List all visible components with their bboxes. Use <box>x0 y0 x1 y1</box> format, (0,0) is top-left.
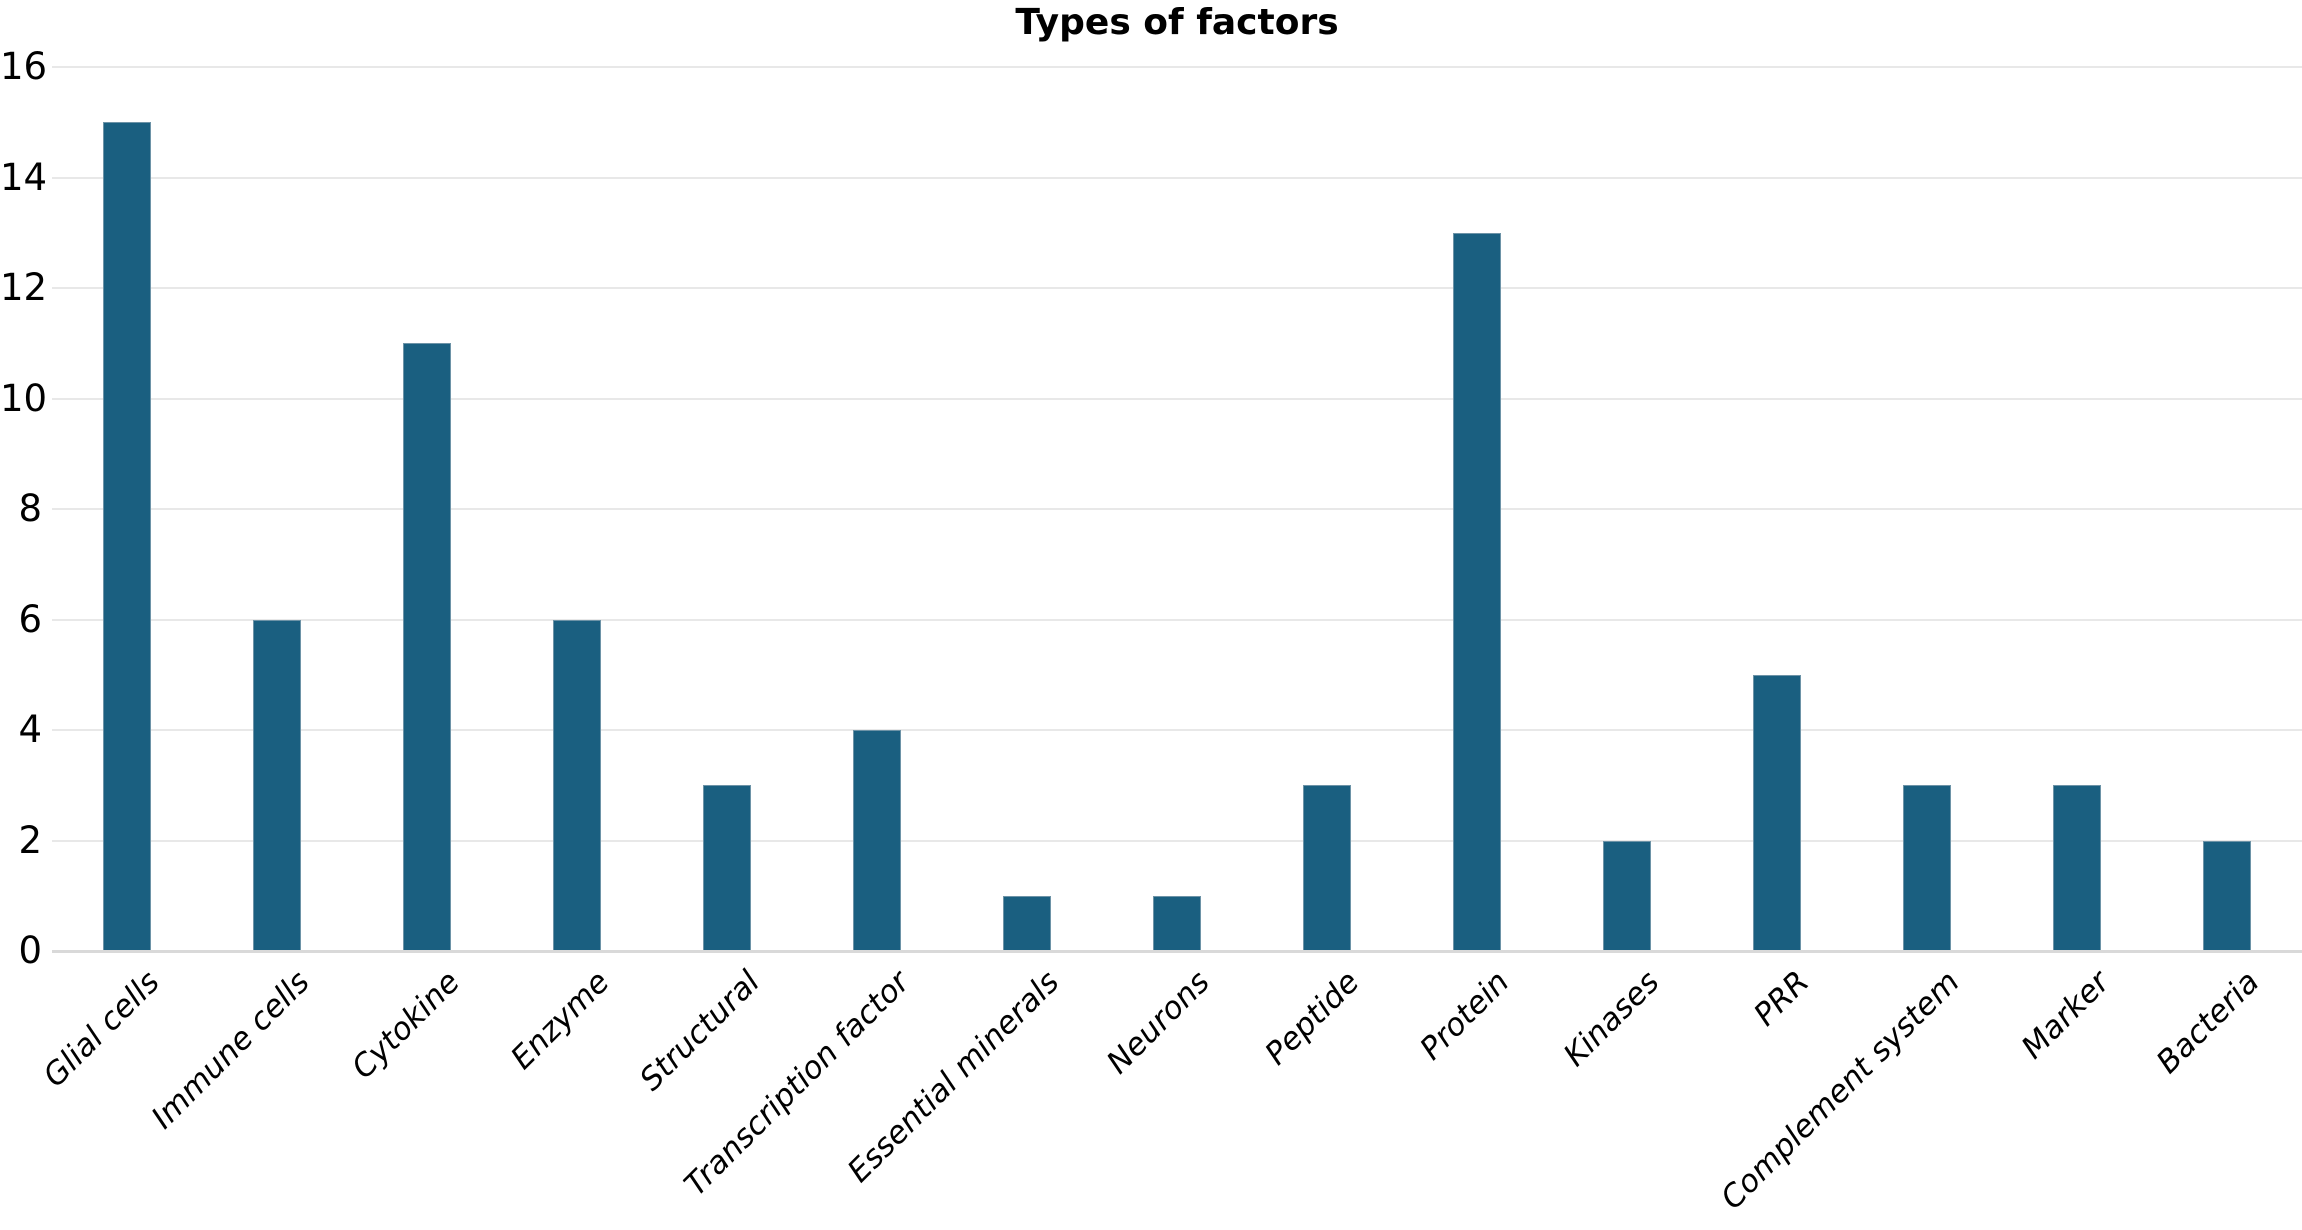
gridline-y-6 <box>52 618 2302 621</box>
bar-protein <box>1453 232 1501 951</box>
y-tick-label-2: 2 <box>18 818 42 862</box>
x-tick-label-neurons: Neurons <box>1099 964 1217 1081</box>
bar-neurons <box>1153 895 1201 951</box>
gridline-y-14 <box>52 176 2302 179</box>
bar-glial-cells <box>103 122 151 951</box>
gridline-y-10 <box>52 397 2302 400</box>
bar-peptide <box>1303 785 1351 951</box>
x-tick-label-enzyme: Enzyme <box>503 964 617 1077</box>
x-tick-label-bacteria: Bacteria <box>2149 964 2267 1081</box>
y-tick-label-10: 10 <box>0 376 48 420</box>
x-tick-label-peptide: Peptide <box>1258 964 1367 1073</box>
bar-marker <box>2053 785 2101 951</box>
gridline-y-12 <box>52 287 2302 289</box>
bar-enzyme <box>553 619 601 951</box>
y-tick-label-6: 6 <box>18 597 42 641</box>
x-tick-label-protein: Protein <box>1413 964 1517 1068</box>
bar-cytokine <box>403 343 451 951</box>
x-tick-label-prr: PRR <box>1747 964 1817 1034</box>
x-tick-label-glial-cells: Glial cells <box>36 964 167 1095</box>
y-tick-label-4: 4 <box>18 708 42 751</box>
bar-immune-cells <box>253 619 301 951</box>
y-tick-label-16: 16 <box>0 45 48 88</box>
gridline-y-4 <box>52 729 2302 731</box>
bar-transcription-factor <box>853 730 901 951</box>
y-tick-label-0: 0 <box>18 929 42 972</box>
bar-prr <box>1753 674 1801 951</box>
chart-title: Types of factors <box>1015 2 1339 43</box>
x-tick-label-marker: Marker <box>2014 964 2117 1067</box>
bar-bacteria <box>2203 840 2251 951</box>
gridline-y-8 <box>52 508 2302 510</box>
bar-complement-system <box>1903 785 1951 951</box>
bar-kinases <box>1603 840 1651 951</box>
x-tick-label-kinases: Kinases <box>1556 964 1667 1074</box>
gridline-y-16 <box>52 66 2302 68</box>
bar-essential-minerals <box>1003 895 1051 951</box>
x-axis-line <box>52 950 2302 953</box>
x-tick-label-immune-cells: Immune cells <box>144 964 317 1137</box>
y-tick-label-8: 8 <box>18 487 42 530</box>
bar-structural <box>703 785 751 951</box>
x-tick-label-cytokine: Cytokine <box>344 964 467 1086</box>
y-tick-label-12: 12 <box>0 266 48 309</box>
x-tick-label-structural: Structural <box>632 964 767 1098</box>
gridline-y-2 <box>52 839 2302 842</box>
y-tick-label-14: 14 <box>0 155 48 199</box>
